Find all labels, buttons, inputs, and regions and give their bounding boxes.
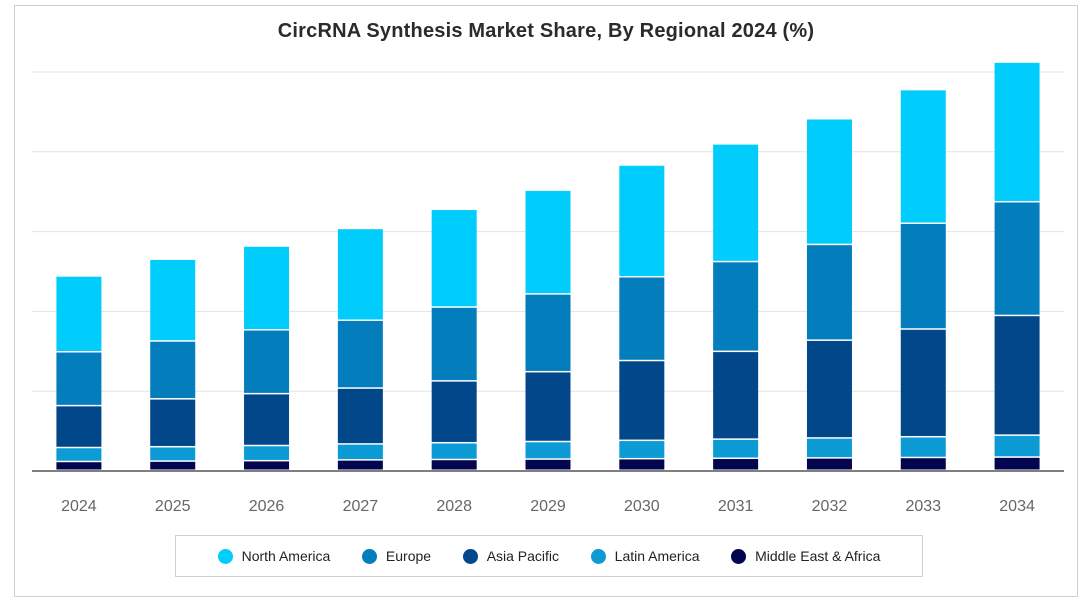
bar-segment-asia-pacific-2026 (244, 394, 290, 445)
bar-segment-latin-america-2034 (994, 435, 1040, 457)
bar-segment-asia-pacific-2033 (900, 329, 946, 436)
legend-swatch (731, 548, 747, 564)
bar-segment-latin-america-2028 (431, 443, 477, 459)
bar-segment-europe-2029 (525, 294, 571, 371)
bar-segment-middle-east-africa-2029 (525, 459, 571, 470)
bar-segment-asia-pacific-2029 (525, 372, 571, 441)
x-tick-label: 2030 (624, 498, 660, 515)
bar-segment-europe-2034 (994, 202, 1040, 315)
bar-segment-europe-2028 (431, 307, 477, 381)
bar-segment-middle-east-africa-2030 (619, 459, 665, 470)
bar-segment-europe-2032 (806, 245, 852, 340)
bar-segment-north-america-2025 (150, 259, 196, 341)
x-tick-label: 2032 (812, 498, 848, 515)
bar-segment-north-america-2028 (431, 210, 477, 307)
legend-swatch (361, 548, 377, 564)
bar-segment-north-america-2034 (994, 62, 1040, 201)
x-tick-label: 2024 (61, 498, 97, 515)
bar-segment-middle-east-africa-2031 (713, 459, 759, 470)
legend-label: Europe (385, 548, 432, 564)
bar-segment-europe-2033 (900, 224, 946, 329)
legend-item-middle-east-africa[interactable]: Middle East & Africa (731, 548, 880, 564)
legend-label: Middle East & Africa (755, 548, 881, 564)
bar-segment-asia-pacific-2025 (150, 399, 196, 446)
bar-segment-europe-2027 (337, 320, 383, 388)
bar-segment-north-america-2032 (806, 119, 852, 244)
bar-segment-asia-pacific-2028 (431, 381, 477, 442)
legend-item-europe[interactable]: Europe (361, 548, 432, 564)
legend-swatch (590, 548, 606, 564)
bar-segment-europe-2024 (56, 352, 102, 405)
bar-segment-asia-pacific-2031 (713, 352, 759, 439)
x-tick-label: 2034 (999, 498, 1035, 515)
bar-segment-middle-east-africa-2033 (900, 458, 946, 470)
bar-segment-latin-america-2025 (150, 447, 196, 461)
bar-segment-latin-america-2026 (244, 446, 290, 460)
bar-segment-latin-america-2033 (900, 437, 946, 457)
bar-segment-latin-america-2029 (525, 442, 571, 459)
x-tick-label: 2028 (436, 498, 472, 515)
legend-item-latin-america[interactable]: Latin America (590, 548, 700, 564)
bar-segment-latin-america-2024 (56, 448, 102, 461)
x-tick-label: 2027 (343, 498, 379, 515)
bar-segment-asia-pacific-2034 (994, 316, 1040, 435)
bar-segment-north-america-2033 (900, 90, 946, 223)
legend-item-north-america[interactable]: North America (217, 548, 331, 564)
bar-segment-latin-america-2032 (806, 438, 852, 458)
legend-label: North America (241, 548, 331, 564)
bar-segment-latin-america-2030 (619, 441, 665, 458)
bar-segment-asia-pacific-2024 (56, 406, 102, 447)
legend-label: Latin America (614, 548, 700, 564)
bar-segment-latin-america-2027 (337, 444, 383, 460)
bar-segment-europe-2025 (150, 341, 196, 399)
bar-segment-europe-2030 (619, 277, 665, 360)
bar-segment-middle-east-africa-2028 (431, 460, 477, 470)
legend-label: Asia Pacific (486, 548, 560, 564)
bar-segment-middle-east-africa-2027 (337, 460, 383, 470)
bar-segment-north-america-2026 (244, 246, 290, 330)
bar-segment-north-america-2029 (525, 190, 571, 294)
x-tick-label: 2025 (155, 498, 191, 515)
x-tick-label: 2031 (718, 498, 754, 515)
chart-legend: North America Europe Asia Pacific Latin Ame… (175, 535, 923, 577)
bar-segment-asia-pacific-2030 (619, 361, 665, 440)
bar-segment-north-america-2031 (713, 144, 759, 261)
bar-segment-asia-pacific-2032 (806, 340, 852, 438)
legend-swatch (217, 548, 233, 564)
x-tick-label: 2029 (530, 498, 566, 515)
bar-segment-middle-east-africa-2032 (806, 458, 852, 470)
bar-segment-north-america-2027 (337, 229, 383, 320)
bar-segment-middle-east-africa-2034 (994, 457, 1040, 470)
x-tick-label: 2026 (249, 498, 285, 515)
bar-segment-latin-america-2031 (713, 439, 759, 458)
legend-swatch (462, 548, 478, 564)
bar-segment-north-america-2030 (619, 165, 665, 276)
bar-segment-europe-2026 (244, 330, 290, 393)
chart-title: CircRNA Synthesis Market Share, By Regio… (277, 20, 815, 42)
bar-segment-europe-2031 (713, 262, 759, 351)
bar-segment-middle-east-africa-2026 (244, 461, 290, 470)
legend-item-asia-pacific[interactable]: Asia Pacific (462, 548, 560, 564)
bar-segment-north-america-2024 (56, 276, 102, 351)
bar-segment-middle-east-africa-2024 (56, 462, 102, 470)
x-tick-label: 2033 (905, 498, 941, 515)
bar-segment-middle-east-africa-2025 (150, 461, 196, 470)
bar-segment-asia-pacific-2027 (337, 388, 383, 444)
